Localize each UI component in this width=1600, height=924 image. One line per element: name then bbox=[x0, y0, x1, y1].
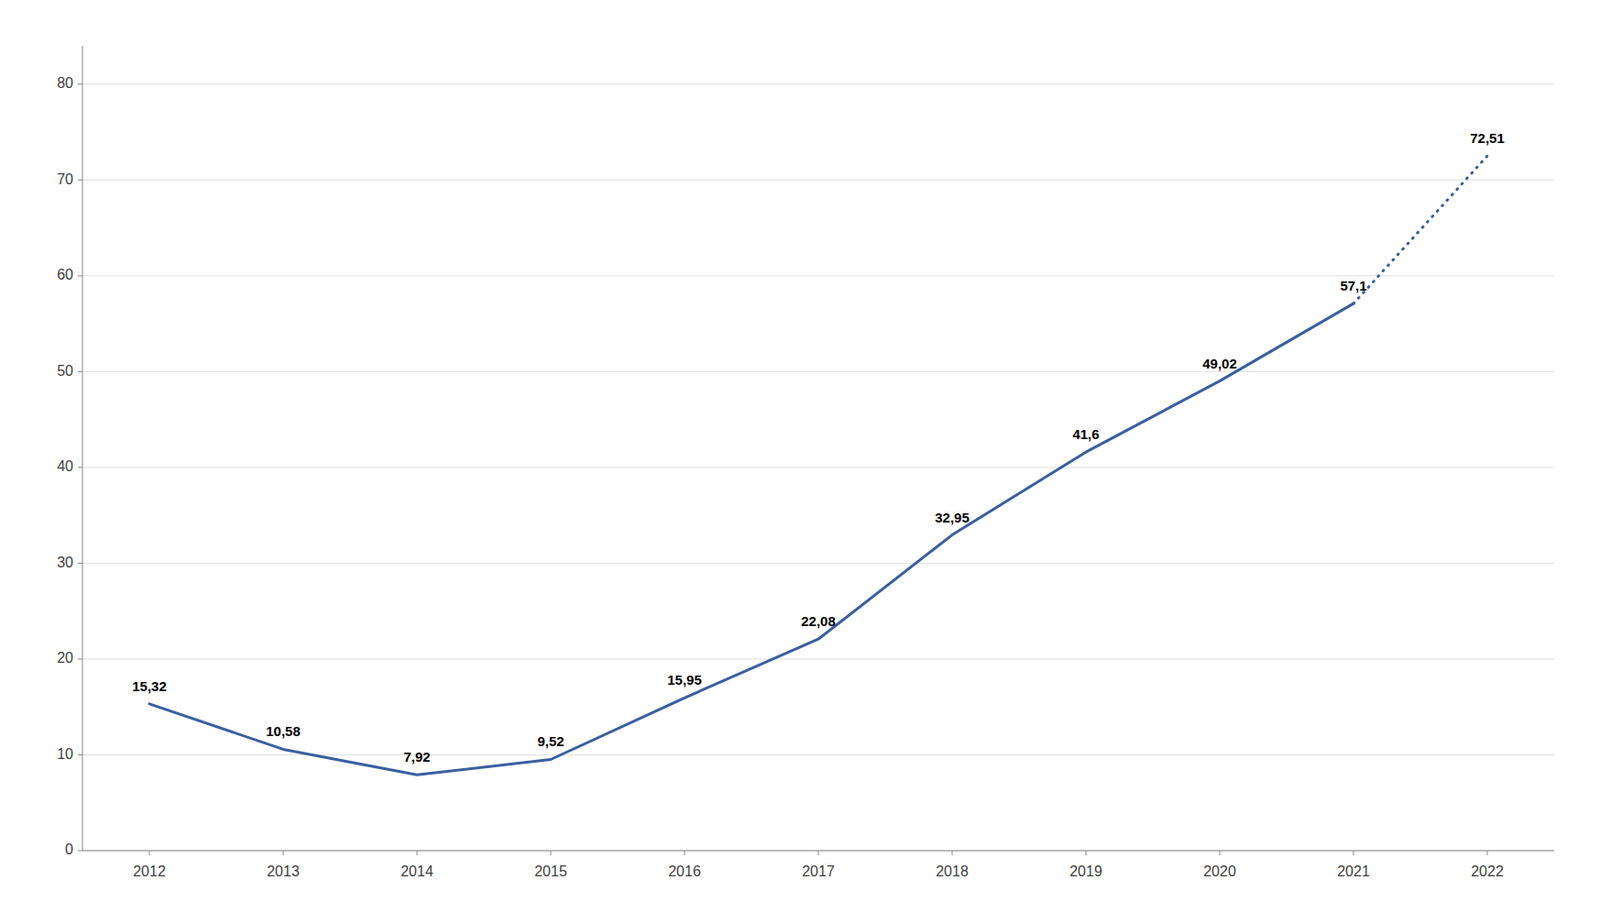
x-tick-label: 2015 bbox=[534, 863, 568, 879]
x-tick bbox=[1353, 850, 1355, 855]
y-tick-label: 70 bbox=[56, 171, 74, 187]
x-tick bbox=[1219, 850, 1221, 855]
y-tick bbox=[77, 274, 83, 276]
y-tick-label: 30 bbox=[56, 554, 74, 570]
y-tick bbox=[77, 83, 83, 85]
line bbox=[1353, 155, 1488, 304]
grid-line bbox=[82, 562, 1555, 564]
data-label: 41,6 bbox=[1072, 426, 1099, 442]
y-tick-label: 60 bbox=[56, 266, 74, 283]
grid-line bbox=[82, 179, 1555, 181]
x-tick-label: 2017 bbox=[801, 863, 835, 879]
y-tick bbox=[77, 179, 83, 181]
x-tick bbox=[1487, 850, 1489, 855]
x-tick-label: 2016 bbox=[668, 863, 702, 879]
data-label: 9,52 bbox=[536, 733, 564, 749]
x-tick bbox=[1085, 850, 1087, 855]
data-label: 15,95 bbox=[667, 671, 702, 688]
grid-line bbox=[82, 371, 1555, 373]
x-tick bbox=[818, 850, 820, 855]
y-tick bbox=[77, 850, 83, 852]
y-tick bbox=[77, 466, 83, 468]
x-tick-label: 2013 bbox=[266, 863, 300, 879]
data-label: 10,58 bbox=[265, 723, 301, 739]
data-label: 7,92 bbox=[403, 748, 430, 765]
data-labels: 15,32 10,58 7,92 9,52 15,95 22,08 32,95 41,6 49,… bbox=[131, 130, 1505, 765]
x-tick-label: 2021 bbox=[1336, 863, 1370, 879]
y-tick bbox=[77, 754, 83, 756]
y-tick-label: 40 bbox=[56, 458, 74, 474]
grid bbox=[82, 84, 1555, 851]
x-tick bbox=[149, 850, 151, 855]
data-label: 57,1 bbox=[1339, 277, 1367, 294]
y-tick-label: 80 bbox=[56, 75, 74, 91]
x-tick-label: 2018 bbox=[935, 863, 969, 879]
x-tick-label: 2020 bbox=[1203, 863, 1237, 879]
y-tick-label: 10 bbox=[56, 745, 74, 762]
x-tick bbox=[550, 850, 552, 855]
x-axis: 2012 2013 2014 2015 2016 2017 2018 2019 2020 2021… bbox=[132, 850, 1504, 879]
x-tick-label: 2019 bbox=[1069, 863, 1103, 879]
x-tick-label: 2014 bbox=[400, 863, 434, 879]
y-tick-label: 20 bbox=[56, 649, 74, 666]
data-label: 32,95 bbox=[934, 509, 970, 526]
y-axis-line bbox=[82, 45, 84, 851]
x-tick-label: 2022 bbox=[1470, 863, 1504, 879]
x-tick bbox=[684, 850, 686, 855]
grid-line bbox=[82, 754, 1555, 756]
y-tick-label: 50 bbox=[56, 362, 74, 379]
data-label: 22,08 bbox=[800, 613, 836, 629]
grid-line bbox=[82, 83, 1555, 85]
grid-line bbox=[82, 274, 1555, 276]
y-axis: 0 10 20 30 40 50 60 70 80 bbox=[56, 75, 83, 857]
x-tick-label: 2012 bbox=[132, 863, 166, 879]
grid-line bbox=[82, 657, 1555, 659]
x-tick bbox=[952, 850, 954, 855]
x-tick bbox=[416, 850, 418, 855]
lines bbox=[149, 155, 1488, 775]
grid-line bbox=[82, 466, 1555, 468]
x-tick bbox=[283, 850, 285, 855]
data-label: 15,32 bbox=[131, 678, 167, 694]
y-tick bbox=[77, 562, 83, 564]
y-tick bbox=[77, 371, 83, 373]
y-tick-label: 0 bbox=[65, 841, 74, 857]
line bbox=[149, 303, 1354, 775]
data-label: 72,51 bbox=[1469, 130, 1505, 146]
y-tick bbox=[77, 657, 83, 659]
data-label: 49,02 bbox=[1202, 355, 1238, 372]
background bbox=[0, 0, 1600, 924]
chart: 0102030405060708020122013201420152016201… bbox=[0, 0, 1600, 924]
